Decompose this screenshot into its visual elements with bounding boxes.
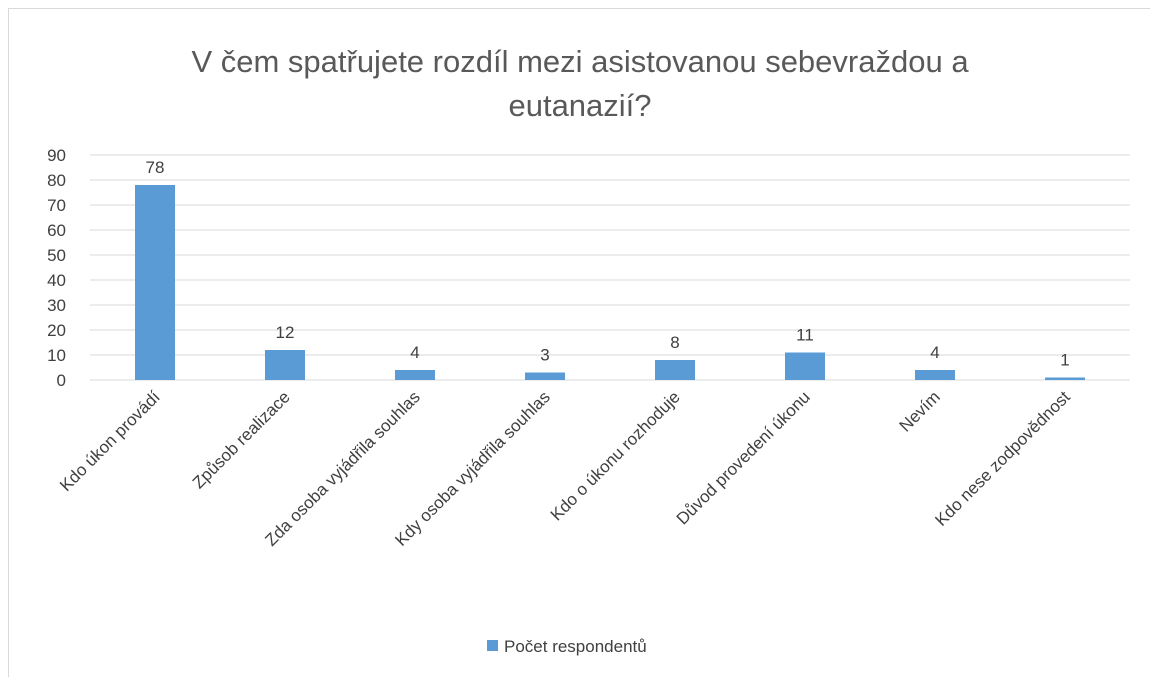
- data-label: 8: [670, 333, 679, 352]
- bar: [135, 185, 175, 380]
- bar: [655, 360, 695, 380]
- data-label: 1: [1060, 351, 1069, 370]
- data-label: 4: [410, 343, 419, 362]
- y-tick-label: 80: [47, 171, 66, 190]
- x-tick-label: Kdy osoba vyjádřila souhlas: [391, 387, 553, 549]
- bar: [525, 372, 565, 380]
- y-tick-label: 90: [47, 146, 66, 165]
- bar: [1045, 377, 1085, 380]
- legend-swatch: [487, 640, 498, 651]
- bar: [915, 370, 955, 380]
- y-tick-label: 70: [47, 196, 66, 215]
- y-tick-label: 40: [47, 271, 66, 290]
- bar: [785, 352, 825, 380]
- x-tick-label: Důvod provedení úkonu: [673, 387, 814, 528]
- x-tick-label: Nevím: [896, 387, 944, 435]
- x-tick-label: Způsob realizace: [189, 387, 294, 492]
- y-tick-label: 60: [47, 221, 66, 240]
- y-tick-label: 0: [57, 371, 66, 390]
- y-tick-label: 50: [47, 246, 66, 265]
- x-tick-label: Kdo nese zodpovědnost: [931, 387, 1074, 530]
- x-tick-label: Kdo úkon provádí: [56, 387, 164, 495]
- x-tick-label: Kdo o úkonu rozhoduje: [547, 387, 684, 524]
- data-label: 4: [930, 343, 939, 362]
- data-label: 12: [276, 323, 295, 342]
- bar: [395, 370, 435, 380]
- data-label: 3: [540, 346, 549, 365]
- bar: [265, 350, 305, 380]
- y-tick-label: 10: [47, 346, 66, 365]
- data-label: 11: [796, 326, 814, 345]
- data-label: 78: [146, 158, 165, 177]
- y-tick-label: 20: [47, 321, 66, 340]
- x-tick-label: Zda osoba vyjádřila souhlas: [261, 387, 423, 549]
- legend-label: Počet respondentů: [504, 637, 647, 656]
- chart-title: V čem spatřujete rozdíl mezi asistovanou…: [191, 44, 969, 123]
- chart-frame: [8, 8, 1150, 677]
- y-tick-label: 30: [47, 296, 66, 315]
